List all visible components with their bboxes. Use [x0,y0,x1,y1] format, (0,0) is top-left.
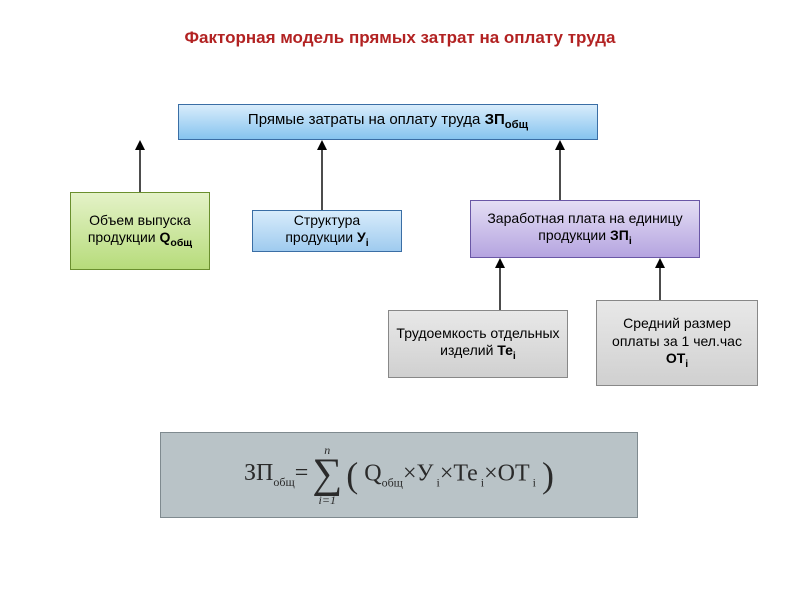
node-wage-unit: Заработная плата на единицу продукции ЗП… [470,200,700,258]
diagram-title: Факторная модель прямых затрат на оплату… [0,28,800,48]
node-volume: Объем выпуска продукции Qобщ [70,192,210,270]
node-avg-pay: Средний размер оплаты за 1 чел.час ОТi [596,300,758,386]
formula-box: ЗПобщ=n∑i=1( Qобщ×У i×Те i×ОТ i ) [160,432,638,518]
node-structure: Структура продукции Уi [252,210,402,252]
node-labor-intensity: Трудоемкость отдельных изделий Теi [388,310,568,378]
node-root: Прямые затраты на оплату труда ЗПобщ [178,104,598,140]
